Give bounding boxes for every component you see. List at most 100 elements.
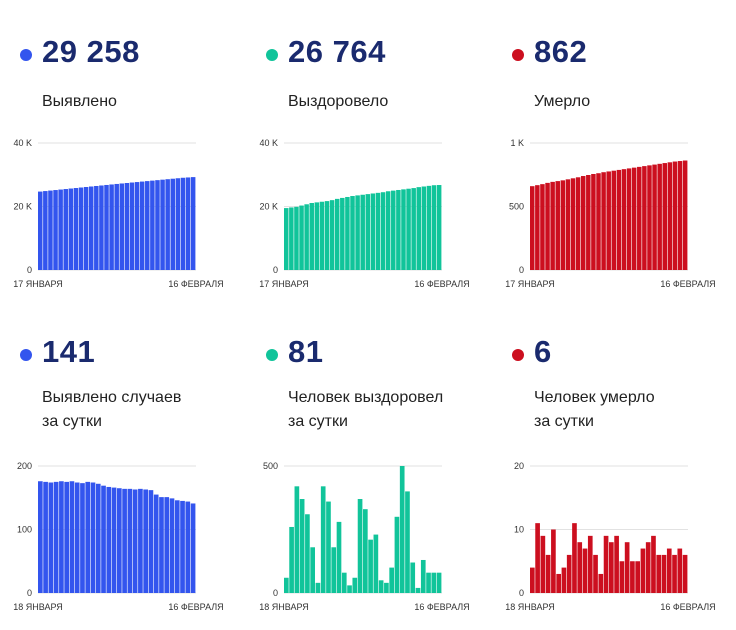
y-tick-label: 1 K: [510, 138, 524, 148]
bar: [138, 488, 143, 593]
y-tick-label: 20 K: [13, 202, 32, 212]
bar: [436, 185, 442, 270]
bar: [399, 466, 405, 593]
daily-detected-label-line1: Выявлено случаев: [42, 389, 182, 406]
daily-detected-value: 141: [42, 334, 96, 369]
bar: [621, 169, 627, 270]
y-tick-label: 500: [263, 461, 278, 471]
deaths-label: Умерло: [534, 90, 590, 114]
bar: [284, 208, 289, 270]
bar: [596, 173, 601, 270]
x-start-label: 17 ЯНВАРЯ: [259, 279, 309, 289]
bar: [360, 194, 365, 270]
bar: [624, 542, 630, 593]
bar: [550, 181, 555, 270]
bar: [391, 190, 396, 270]
bar: [185, 501, 191, 593]
bar: [565, 179, 571, 270]
bar: [373, 534, 379, 593]
bar: [368, 539, 373, 593]
bar: [180, 500, 185, 593]
bar: [164, 497, 170, 593]
detected-total: 29 258: [42, 34, 140, 69]
bar: [169, 498, 175, 593]
bar: [609, 542, 614, 593]
bar: [314, 202, 320, 270]
bar: [329, 200, 335, 270]
bar: [682, 160, 688, 270]
recovered-label-line1: Выздоровело: [288, 93, 389, 110]
bar: [611, 170, 617, 270]
bar: [53, 481, 59, 593]
y-tick-label: 0: [27, 265, 32, 275]
panel-recovered: 26 764 Выздоровело 0 20 K 40 K 17 ЯНВАРЯ 16 …: [256, 30, 486, 330]
bar: [170, 178, 176, 270]
y-tick-label: 0: [273, 588, 278, 598]
y-tick-label: 200: [17, 461, 32, 471]
bar: [129, 182, 135, 270]
green-dot-icon: [266, 349, 278, 361]
bar: [551, 529, 556, 593]
bar: [304, 204, 309, 270]
bar: [530, 186, 535, 270]
bar: [535, 185, 540, 270]
red-dot-icon: [512, 49, 524, 61]
chart-daily-recovered: 0 500 18 ЯНВАРЯ 16 ФЕВРАЛЯ: [259, 461, 469, 612]
daily-deaths-label-line2: за сутки: [534, 413, 594, 430]
detected-label: Выявлено: [42, 90, 117, 114]
bar: [180, 177, 186, 270]
bar: [630, 561, 635, 593]
red-dot-icon: [512, 349, 524, 361]
bar: [143, 489, 148, 593]
bar: [652, 164, 657, 270]
green-dot-icon: [266, 49, 278, 61]
bar: [345, 196, 350, 270]
bar: [389, 567, 394, 593]
bar: [101, 485, 106, 593]
bar: [431, 572, 437, 593]
x-start-label: 17 ЯНВАРЯ: [13, 279, 63, 289]
bar: [174, 500, 180, 593]
bar: [365, 194, 371, 270]
bar: [645, 542, 651, 593]
bar: [436, 572, 442, 593]
bar: [122, 488, 127, 593]
bar: [380, 192, 386, 270]
daily-deaths-label-line1: Человек умерло: [534, 389, 655, 406]
bar: [153, 494, 159, 593]
bar: [619, 561, 625, 593]
bar: [666, 548, 672, 593]
bar: [426, 185, 432, 270]
bar: [160, 179, 165, 270]
bar: [561, 567, 567, 593]
x-end-label: 16 ФЕВРАЛЯ: [414, 279, 469, 289]
y-tick-label: 0: [519, 588, 524, 598]
bar: [38, 191, 43, 270]
bar: [378, 580, 384, 593]
bar: [667, 162, 673, 270]
bar: [324, 201, 330, 270]
bar: [401, 189, 406, 270]
bar: [310, 547, 315, 593]
bar: [591, 173, 596, 270]
bar: [58, 189, 63, 270]
chart-daily-detected: 0 100 200 18 ЯНВАРЯ 16 ФЕВРАЛЯ: [13, 461, 223, 612]
recovered-total: 26 764: [288, 34, 386, 69]
bar: [139, 181, 145, 270]
bar: [384, 582, 389, 593]
bar: [289, 207, 294, 270]
bar: [148, 490, 154, 593]
recovered-label: Выздоровело: [288, 90, 388, 114]
daily-detected-label: Выявлено случаев за сутки: [42, 386, 181, 434]
deaths-total: 862: [534, 34, 588, 69]
bar: [78, 187, 84, 270]
bar: [545, 182, 550, 270]
bar: [334, 198, 340, 270]
bar: [411, 188, 416, 270]
bar: [315, 582, 321, 593]
bar: [43, 481, 48, 593]
bar: [284, 577, 289, 593]
bar: [305, 514, 310, 593]
y-tick-label: 40 K: [13, 138, 32, 148]
bar: [577, 542, 583, 593]
